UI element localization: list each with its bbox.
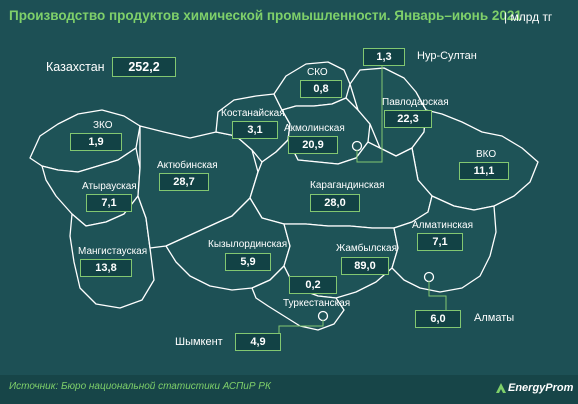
- label-almaty: Алматы: [474, 312, 515, 324]
- value-almaty: 6,0: [415, 310, 461, 328]
- value-nursultan: 1,3: [363, 48, 405, 66]
- value-karaganda: 28,0: [310, 194, 360, 212]
- label-pavlodar: Павлодарская: [382, 97, 449, 108]
- nursultan-leader: [356, 64, 383, 163]
- map-title: Производство продуктов химической промыш…: [9, 8, 522, 23]
- label-sko: СКО: [307, 67, 328, 78]
- value-zko: 1,9: [70, 133, 122, 151]
- value-zhambyl: 89,0: [341, 257, 389, 275]
- value-vko: 11,1: [459, 162, 509, 180]
- value-sko: 0,8: [300, 80, 342, 98]
- value-mangystau: 13,8: [80, 259, 132, 277]
- value-turkestan: 0,2: [289, 276, 337, 294]
- value-kostanay: 3,1: [232, 121, 278, 139]
- country-value: 252,2: [112, 57, 176, 77]
- almaty-marker: [423, 271, 435, 283]
- label-mangystau: Мангистауская: [78, 246, 148, 257]
- value-almaty-obl: 7,1: [417, 233, 463, 251]
- label-aktobe: Актюбинская: [157, 160, 218, 171]
- energyprom-logo-icon: [496, 383, 506, 393]
- almaty-leader: [428, 281, 447, 310]
- label-kyzylorda: Кызылординская: [208, 239, 288, 250]
- country-name: Казахстан: [46, 60, 105, 74]
- label-zhambyl: Жамбылская: [336, 243, 397, 254]
- value-shymkent: 4,9: [235, 333, 281, 351]
- label-nursultan: Нур-Султан: [417, 50, 477, 62]
- source-note: Источник: Бюро национальной статистики А…: [9, 381, 271, 392]
- value-aktobe: 28,7: [159, 173, 209, 191]
- footer-bar: [0, 375, 578, 404]
- label-kostanay: Костанайская: [221, 108, 285, 119]
- label-vko: ВКО: [476, 149, 497, 160]
- shymkent-marker: [317, 310, 329, 322]
- region-mangystau: [69, 195, 155, 309]
- label-almaty-obl: Алматинская: [412, 220, 473, 231]
- brand-name: EnergyProm: [508, 382, 574, 394]
- unit-label: | млрд тг: [504, 10, 553, 24]
- label-shymkent: Шымкент: [175, 336, 223, 348]
- label-karaganda: Карагандинская: [310, 180, 385, 191]
- value-akmola: 20,9: [288, 136, 338, 154]
- value-pavlodar: 22,3: [384, 110, 432, 128]
- label-akmola: Акмолинская: [284, 123, 345, 134]
- shymkent-leader: [278, 320, 324, 333]
- label-atyrau: Атырауская: [82, 181, 137, 192]
- value-atyrau: 7,1: [86, 194, 132, 212]
- value-kyzylorda: 5,9: [225, 253, 271, 271]
- label-turkestan: Туркестанская: [283, 298, 351, 309]
- label-zko: ЗКО: [93, 120, 113, 131]
- nursultan-marker: [351, 140, 363, 152]
